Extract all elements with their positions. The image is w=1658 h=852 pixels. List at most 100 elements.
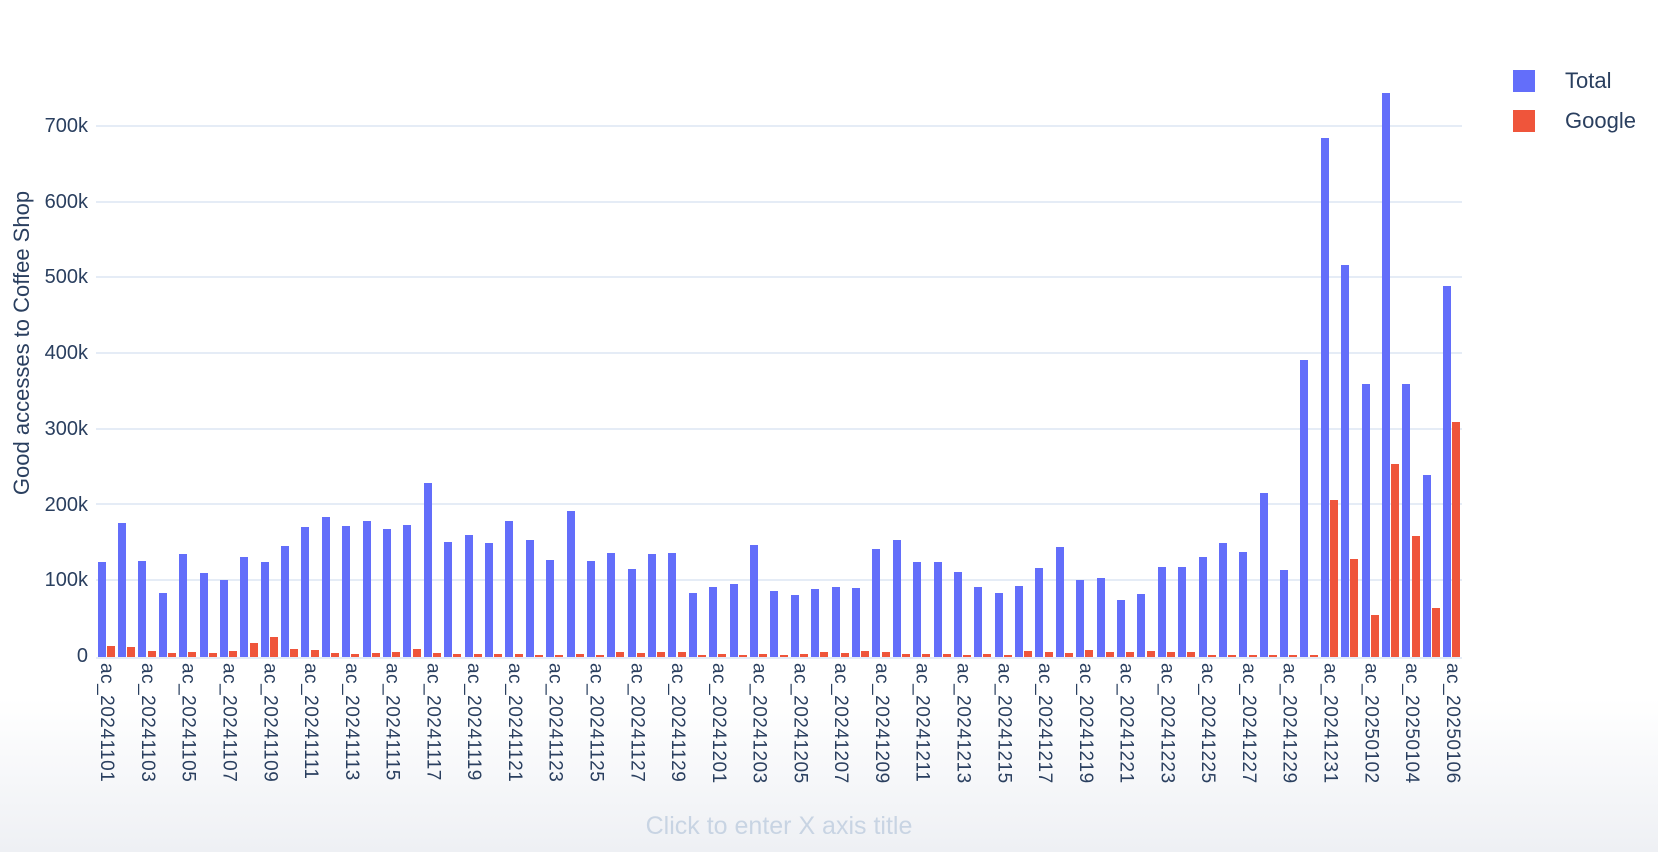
bar-total-ac_20241127 [627,569,636,657]
x-tick-label-ac_20250102: ac_20250102 [1360,663,1382,784]
gridline-300k [96,428,1462,430]
bar-google-ac_20241117 [433,653,441,657]
bar-total-ac_20241209 [872,549,881,657]
x-tick-label-ac_20241211: ac_20241211 [911,663,933,783]
bar-google-ac_20241231 [1330,500,1339,657]
bar-google-ac_20241118 [453,654,462,657]
bar-google-ac_20241207 [840,653,849,657]
x-axis-title-placeholder[interactable]: Click to enter X axis title [645,812,913,840]
bar-google-ac_20241222 [1146,651,1155,657]
bar-google-ac_20241208 [861,651,870,657]
bar-google-ac_20241206 [820,652,829,657]
bar-total-ac_20241227 [1239,552,1248,657]
bar-google-ac_20241112 [331,653,340,657]
y-tick-label-400k: 400k [44,342,88,364]
x-tick-label-ac_20241111: ac_20241111 [300,663,322,780]
x-tick-label-ac_20241201: ac_20241201 [707,663,729,784]
bar-google-ac_20241105 [188,652,197,657]
bar-total-ac_20241207 [831,587,840,657]
plot-area [96,78,1462,659]
bar-google-ac_20241102 [127,647,136,657]
bar-total-ac_20241126 [607,553,616,657]
bar-google-ac_20241212 [942,654,951,657]
bar-total-ac_20241119 [464,535,473,657]
bar-total-ac_20241120 [484,543,493,657]
bar-total-ac_20241111 [301,527,310,657]
bar-google-ac_20241121 [514,654,523,657]
bar-total-ac_20250102 [1361,384,1370,657]
bar-total-ac_20241215 [994,593,1003,657]
bar-total-ac_20241128 [648,554,657,657]
x-tick-label-ac_20241121: ac_20241121 [503,663,525,783]
bar-total-ac_20241211 [913,562,922,657]
x-tick-label-ac_20241101: ac_20241101 [96,663,118,783]
y-tick-label-700k: 700k [44,114,88,137]
bar-google-ac_20241211 [922,654,931,657]
x-tick-label-ac_20241209: ac_20241209 [870,663,892,784]
x-tick-label-ac_20241207: ac_20241207 [830,663,852,784]
bar-total-ac_20241204 [770,591,779,657]
bar-total-ac_20241224 [1178,567,1187,657]
bar-google-ac_20241122 [534,655,543,657]
bar-total-ac_20241116 [403,525,412,657]
x-tick-label-ac_20241221: ac_20241221 [1115,663,1137,784]
bar-total-ac_20241117 [423,483,432,657]
y-tick-label-600k: 600k [44,190,88,213]
bar-total-ac_20241121 [505,521,514,657]
bar-google-ac_20241111 [310,650,319,657]
y-tick-label-0: 0 [76,645,88,667]
x-tick-label-ac_20241223: ac_20241223 [1156,663,1178,784]
bar-google-ac_20241107 [229,651,238,657]
x-tick-label-ac_20241203: ac_20241203 [748,663,770,784]
bar-google-ac_20241213 [963,655,972,657]
bar-total-ac_20241216 [1015,586,1024,657]
bar-total-ac_20241107 [219,580,228,657]
legend-swatch-total [1513,70,1535,92]
gridline-100k [96,579,1462,581]
bar-total-ac_20241210 [892,540,901,657]
bar-total-ac_20241101 [97,562,106,657]
bar-total-ac_20241230 [1300,360,1309,657]
bar-total-ac_20250101 [1341,265,1350,657]
bar-google-ac_20241119 [473,654,482,657]
bar-google-ac_20241116 [412,649,421,657]
x-tick-label-ac_20241103: ac_20241103 [136,663,158,783]
bar-total-ac_20241203 [750,545,758,657]
bar-google-ac_20241106 [208,653,217,657]
bar-google-ac_20241129 [677,652,686,657]
bar-total-ac_20241217 [1035,568,1044,657]
gridline-700k [96,125,1462,127]
bar-total-ac_20241102 [117,523,126,657]
bar-total-ac_20241114 [362,521,371,657]
bar-google-ac_20241120 [494,654,503,657]
bar-google-ac_20241203 [759,654,768,657]
bar-google-ac_20241103 [147,651,156,657]
y-tick-label-300k: 300k [44,417,88,440]
bar-google-ac_20241209 [881,652,890,657]
bar-total-ac_20241103 [138,561,147,657]
legend-item-total[interactable]: Total [1513,68,1636,94]
x-tick-label-ac_20241217: ac_20241217 [1034,663,1056,784]
bar-google-ac_20241216 [1024,651,1033,657]
bar-total-ac_20241218 [1055,547,1064,657]
bar-google-ac_20241109 [269,637,278,657]
legend-label-total: Total [1565,68,1612,93]
bar-google-ac_20250104 [1411,536,1420,657]
bar-total-ac_20241113 [342,526,351,657]
bar-google-ac_20250102 [1370,615,1379,657]
bar-google-ac_20241128 [657,652,666,657]
bar-google-ac_20241217 [1044,652,1053,657]
bar-total-ac_20241223 [1157,567,1166,657]
bar-total-ac_20241220 [1096,578,1105,657]
bar-total-ac_20241213 [953,572,962,657]
x-tick-label-ac_20241123: ac_20241123 [544,663,566,783]
bar-total-ac_20241226 [1218,543,1227,657]
x-tick-label-ac_20241215: ac_20241215 [993,663,1015,784]
bar-google-ac_20241229 [1289,655,1298,657]
bar-total-ac_20241123 [546,560,555,657]
bar-total-ac_20241129 [668,553,677,657]
bar-google-ac_20241221 [1126,652,1135,657]
bar-total-ac_20241112 [321,517,330,657]
legend-item-google[interactable]: Google [1513,108,1636,134]
x-tick-label-ac_20250104: ac_20250104 [1401,663,1423,784]
